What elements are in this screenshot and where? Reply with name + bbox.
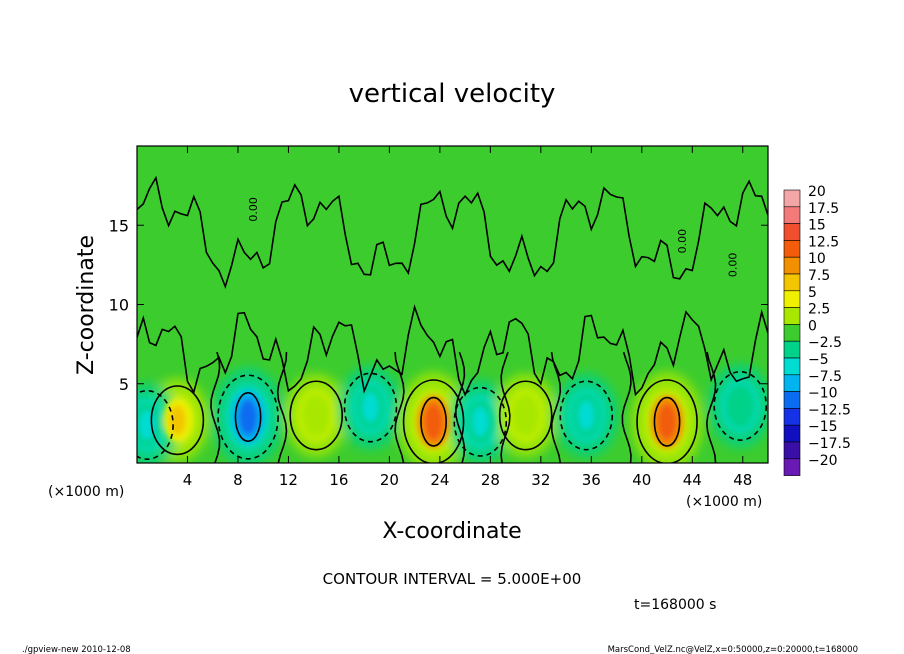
colorbar-label: 12.5 bbox=[808, 234, 839, 250]
downdraft-contour bbox=[713, 370, 768, 441]
x-tick-label: 28 bbox=[481, 471, 500, 489]
colorbar-label: 5 bbox=[808, 285, 817, 301]
downdraft-inner-contour bbox=[234, 392, 262, 443]
colorbar-swatch bbox=[783, 340, 801, 359]
downdraft-contour bbox=[343, 372, 398, 443]
updraft-core bbox=[169, 405, 186, 436]
colorbar-swatch bbox=[783, 273, 801, 292]
downdraft-core bbox=[238, 398, 258, 436]
colorbar-label: 10 bbox=[808, 251, 826, 267]
y-tick-label: 5 bbox=[119, 375, 129, 394]
zero-contour-upper bbox=[137, 175, 768, 290]
downdraft-core bbox=[138, 409, 156, 441]
colorbar-label: 7.5 bbox=[808, 268, 830, 284]
downdraft-contour bbox=[217, 374, 279, 460]
zero-contour-vertical bbox=[705, 351, 717, 463]
footer-right: MarsCond_VelZ.nc@VelZ,x=0:50000,z=0:2000… bbox=[608, 645, 858, 654]
updraft-contour bbox=[402, 379, 465, 463]
colorbar-swatch bbox=[783, 391, 801, 409]
colorbar-swatch bbox=[783, 189, 801, 208]
y-tick-label: 10 bbox=[109, 296, 129, 315]
colorbar: 2017.51512.5107.552.50−2.5−5−7.5−10−12.5… bbox=[783, 184, 851, 476]
x-unit-right: (×1000 m) bbox=[686, 494, 762, 510]
footer-left: ./gpview-new 2010-12-08 bbox=[22, 645, 131, 654]
colorbar-swatch bbox=[783, 290, 801, 308]
x-tick-label: 16 bbox=[329, 471, 348, 489]
updraft-core bbox=[517, 400, 535, 431]
colorbar-label: 2.5 bbox=[808, 302, 830, 318]
zero-contour-vertical bbox=[500, 351, 511, 463]
colorbar-label: 20 bbox=[808, 184, 826, 200]
x-tick-label: 40 bbox=[632, 471, 651, 489]
colorbar-label: 17.5 bbox=[808, 201, 839, 217]
downdraft-core bbox=[362, 392, 379, 423]
downdraft-core bbox=[577, 400, 595, 431]
colorbar-swatch bbox=[783, 223, 801, 241]
zero-contour-vertical bbox=[276, 352, 288, 463]
downdraft-contour bbox=[453, 386, 508, 457]
downdraft-contour bbox=[137, 389, 174, 460]
contour-label: 0.00 bbox=[726, 253, 739, 278]
updraft-contour bbox=[289, 380, 344, 451]
chart-title: vertical velocity bbox=[349, 79, 556, 109]
updraft-core bbox=[307, 400, 325, 431]
x-axis-label: X-coordinate bbox=[382, 519, 521, 544]
zero-contour-vertical bbox=[621, 351, 632, 463]
colorbar-swatch bbox=[783, 240, 801, 258]
colorbar-label: −20 bbox=[808, 453, 838, 469]
colorbar-swatch bbox=[783, 408, 801, 426]
colorbar-label: −10 bbox=[808, 386, 838, 402]
x-tick-label: 32 bbox=[531, 471, 550, 489]
colorbar-swatch bbox=[783, 441, 801, 460]
time-label: t=168000 s bbox=[634, 597, 716, 613]
contour-label: 0.00 bbox=[247, 197, 260, 222]
x-tick-label: 36 bbox=[582, 471, 601, 489]
colorbar-label: −12.5 bbox=[808, 402, 851, 418]
x-unit-left: (×1000 m) bbox=[48, 484, 124, 500]
colorbar-label: −7.5 bbox=[808, 369, 842, 385]
updraft-contour bbox=[150, 385, 205, 456]
colorbar-label: −17.5 bbox=[808, 436, 851, 452]
contour-interval: CONTOUR INTERVAL = 5.000E+00 bbox=[323, 570, 582, 588]
y-axis-label: Z-coordinate bbox=[74, 235, 99, 375]
updraft-contour bbox=[498, 380, 553, 451]
colorbar-swatch bbox=[783, 206, 801, 224]
updraft-contour bbox=[636, 379, 698, 463]
x-tick-label: 24 bbox=[430, 471, 449, 489]
x-tick-label: 12 bbox=[279, 471, 298, 489]
updraft-core bbox=[423, 403, 444, 441]
colorbar-label: 15 bbox=[808, 218, 826, 234]
colorbar-label: 0 bbox=[808, 318, 817, 334]
x-tick-label: 48 bbox=[733, 471, 752, 489]
colorbar-label: −2.5 bbox=[808, 335, 842, 351]
updraft-inner-contour bbox=[653, 396, 681, 447]
colorbar-swatch bbox=[783, 324, 801, 342]
downdraft-contour bbox=[559, 380, 614, 451]
x-tick-label: 8 bbox=[233, 471, 243, 489]
colorbar-swatch bbox=[783, 357, 801, 376]
colorbar-label: −15 bbox=[808, 419, 838, 435]
zero-contour-vertical bbox=[455, 351, 466, 463]
zero-contour-vertical bbox=[550, 351, 562, 463]
zero-contour-vertical bbox=[210, 351, 221, 463]
x-tick-label: 20 bbox=[380, 471, 399, 489]
colorbar-swatch bbox=[783, 307, 801, 325]
colorbar-swatch bbox=[783, 256, 801, 275]
colorbar-label: −5 bbox=[808, 352, 829, 368]
downdraft-core bbox=[731, 390, 749, 422]
x-tick-label: 44 bbox=[683, 471, 702, 489]
downdraft-core bbox=[471, 406, 489, 437]
y-tick-label: 15 bbox=[109, 216, 129, 235]
x-tick-label: 4 bbox=[183, 471, 193, 489]
contour-label: 0.00 bbox=[676, 229, 689, 254]
updraft-inner-contour bbox=[420, 396, 447, 447]
colorbar-swatch bbox=[783, 374, 801, 392]
updraft-core bbox=[657, 403, 677, 441]
colorbar-swatch bbox=[783, 424, 801, 443]
colorbar-swatch bbox=[783, 458, 801, 476]
zero-contour-vertical bbox=[394, 352, 405, 463]
zero-contour bbox=[137, 304, 768, 397]
